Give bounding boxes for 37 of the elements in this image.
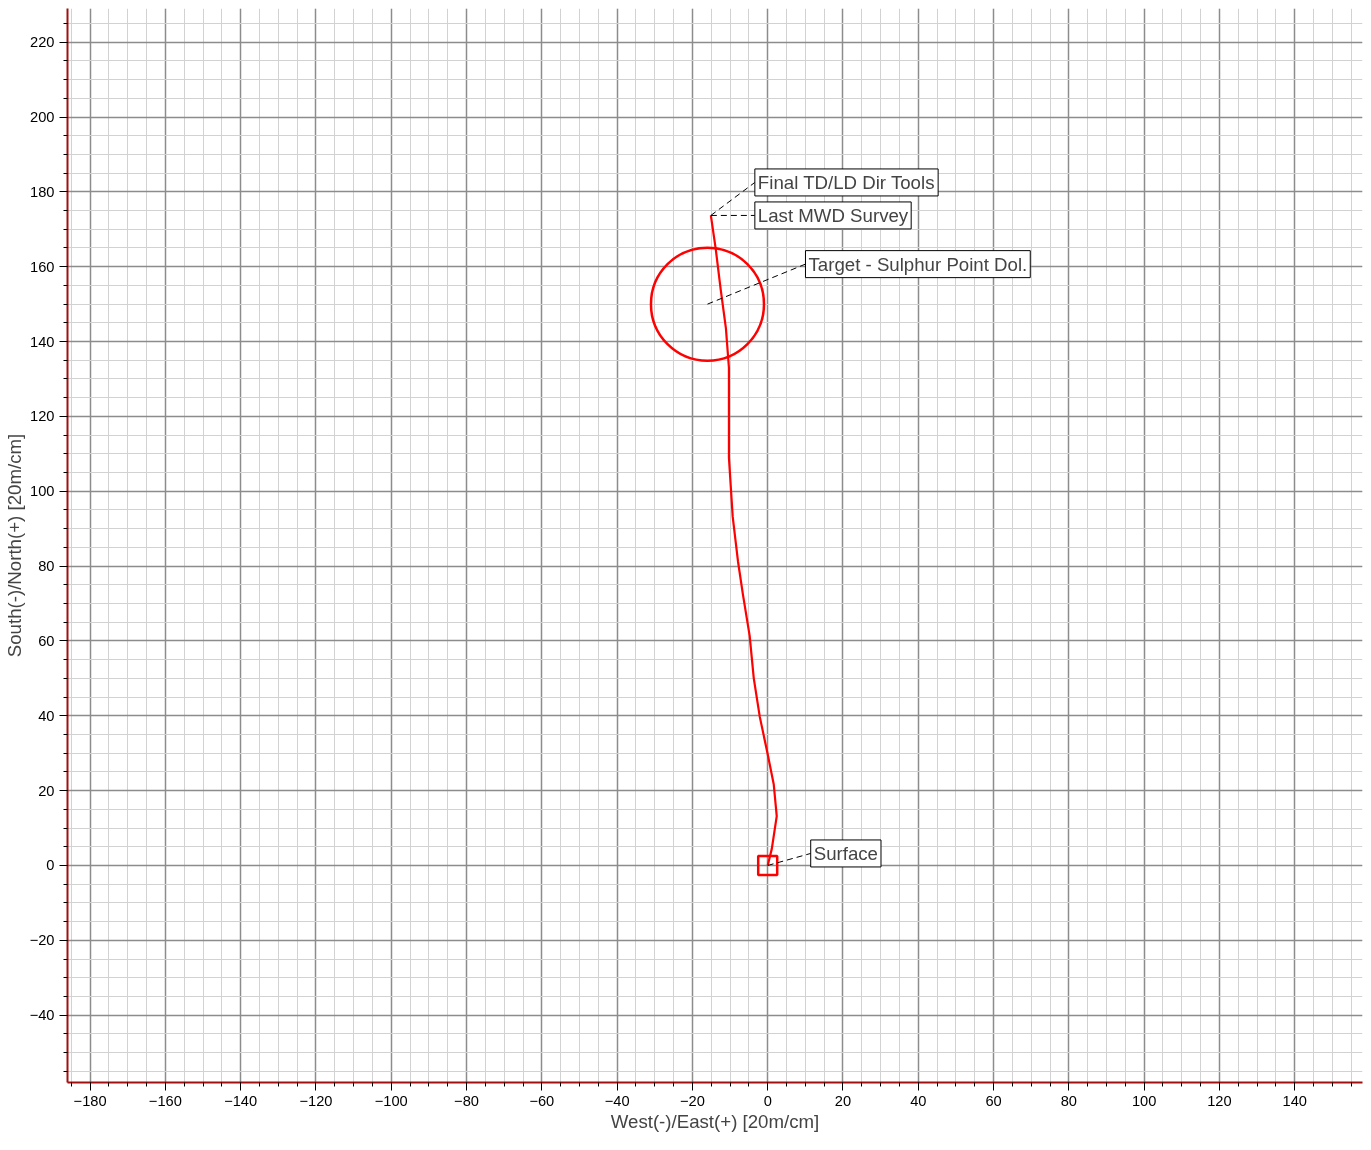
- y-tick-label: 0: [46, 857, 55, 874]
- x-tick-label: −120: [299, 1092, 333, 1109]
- x-axis-title: West(-)/East(+) [20m/cm]: [610, 1110, 820, 1132]
- y-tick-label: 40: [38, 707, 55, 724]
- annotation: Last MWD Survey: [757, 204, 909, 226]
- annotation: Target - Sulphur Point Dol.: [808, 253, 1028, 275]
- y-tick-label: 220: [30, 34, 55, 51]
- y-tick-label: 180: [30, 183, 55, 200]
- x-tick-label: 60: [985, 1092, 1002, 1109]
- x-tick-label: 140: [1282, 1092, 1307, 1109]
- x-tick-label: −20: [679, 1092, 705, 1109]
- x-tick-label: −40: [604, 1092, 630, 1109]
- y-tick-label: 20: [38, 782, 55, 799]
- x-tick-label: −180: [73, 1092, 107, 1109]
- y-tick-label: 200: [30, 109, 55, 126]
- x-tick-label: −100: [374, 1092, 408, 1109]
- x-tick-label: −80: [454, 1092, 479, 1109]
- x-tick-label: 120: [1207, 1092, 1232, 1109]
- x-tick-label: 40: [910, 1092, 927, 1109]
- y-tick-label: 100: [30, 483, 55, 500]
- y-tick-label: 140: [30, 333, 55, 350]
- y-axis-title: South(-)/North(+) [20m/cm]: [3, 433, 25, 658]
- y-tick-label: −20: [29, 932, 55, 949]
- y-tick-label: 120: [30, 408, 55, 425]
- x-tick-label: 80: [1060, 1092, 1078, 1109]
- annotation: Surface: [813, 842, 878, 864]
- x-tick-label: −140: [224, 1092, 258, 1109]
- annotation: Final TD/LD Dir Tools: [757, 171, 935, 193]
- x-tick-label: 0: [763, 1092, 772, 1109]
- x-tick-label: −60: [529, 1092, 555, 1109]
- y-tick-label: 160: [30, 258, 55, 275]
- y-tick-label: 80: [38, 558, 55, 575]
- x-tick-label: 20: [834, 1092, 852, 1109]
- x-tick-label: 100: [1131, 1092, 1157, 1109]
- y-tick-label: 60: [38, 632, 55, 649]
- y-tick-label: −40: [29, 1007, 55, 1024]
- x-tick-label: −160: [148, 1092, 182, 1109]
